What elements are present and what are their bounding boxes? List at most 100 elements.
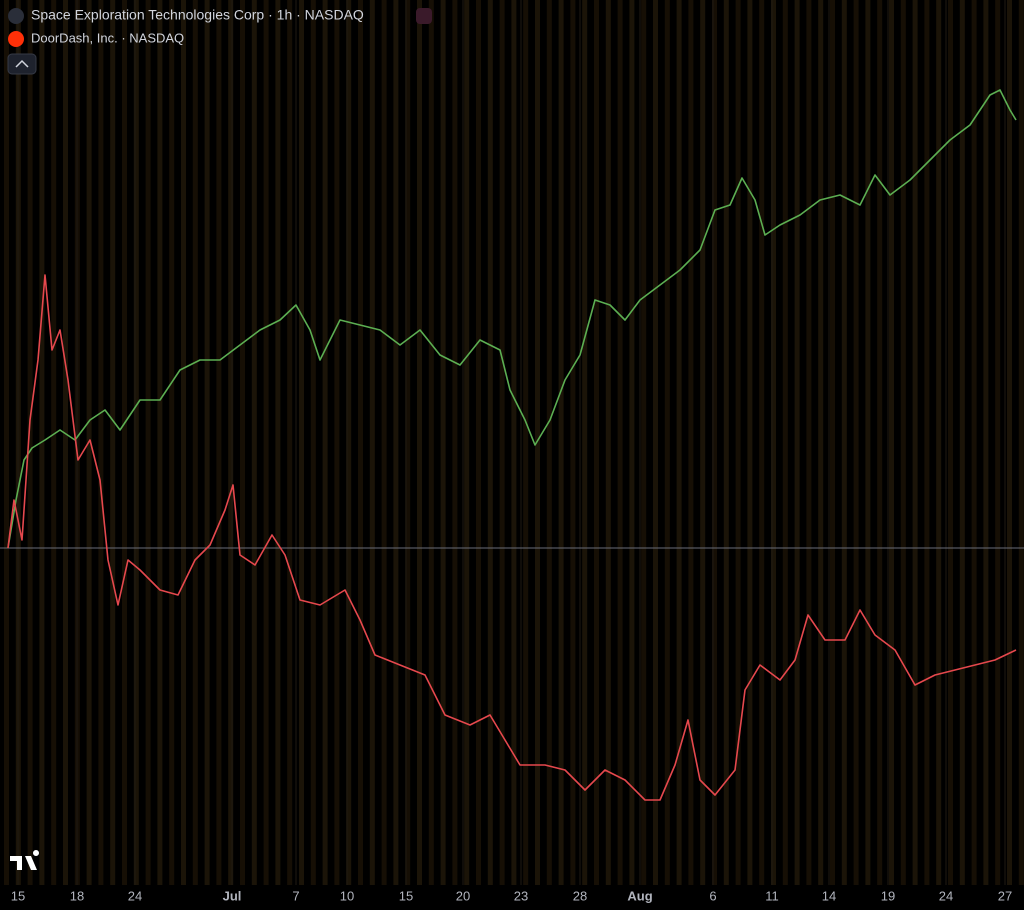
session-band: [299, 0, 304, 885]
session-band: [216, 0, 222, 885]
session-band: [983, 0, 989, 885]
legend: Space Exploration Technologies Corp · 1h…: [7, 7, 432, 75]
session-band: [759, 0, 765, 885]
x-tick-label: 27: [998, 888, 1012, 903]
session-band: [275, 0, 281, 885]
series-line: [7, 89, 1017, 549]
session-band: [27, 0, 33, 885]
session-band: [4, 0, 9, 885]
session-band: [959, 0, 965, 885]
session-band: [806, 0, 812, 885]
session-band: [511, 0, 517, 885]
session-band: [995, 0, 1001, 885]
session-band: [523, 0, 529, 885]
session-band: [818, 0, 824, 885]
session-band: [240, 0, 245, 885]
session-band: [924, 0, 930, 885]
x-tick-label: 18: [70, 888, 84, 903]
session-band: [110, 0, 116, 885]
session-band: [936, 0, 942, 885]
session-band: [782, 0, 788, 885]
session-band: [971, 0, 977, 885]
session-band: [122, 0, 127, 885]
symbol-icon: [8, 31, 24, 47]
session-band: [440, 0, 446, 885]
session-band: [700, 0, 706, 885]
session-band: [712, 0, 717, 885]
logo: [10, 850, 40, 870]
session-band: [641, 0, 647, 885]
session-band: [570, 0, 576, 885]
session-band: [535, 0, 540, 885]
session-band: [381, 0, 387, 885]
session-band: [676, 0, 682, 885]
session-band: [664, 0, 670, 885]
x-tick-label: 23: [514, 888, 528, 903]
session-band: [771, 0, 776, 885]
series-line: [7, 274, 1017, 801]
session-band: [487, 0, 493, 885]
x-tick-label: 15: [11, 888, 25, 903]
x-tick-label: 20: [456, 888, 470, 903]
session-band: [476, 0, 481, 885]
session-band: [747, 0, 753, 885]
session-band: [157, 0, 163, 885]
legend-entry: Space Exploration Technologies Corp · 1h…: [31, 7, 364, 23]
session-band: [546, 0, 552, 885]
session-band: [287, 0, 293, 885]
session-band: [499, 0, 505, 885]
x-tick-label: Aug: [627, 888, 652, 903]
session-band: [841, 0, 847, 885]
session-band: [948, 0, 953, 885]
symbol-icon: [8, 8, 24, 24]
x-tick-label: 14: [822, 888, 836, 903]
session-band: [322, 0, 328, 885]
session-band: [405, 0, 411, 885]
session-band: [617, 0, 623, 885]
collapse-icon: [15, 59, 29, 68]
session-band: [629, 0, 635, 885]
session-band: [830, 0, 835, 885]
legend-entry: DoorDash, Inc. · NASDAQ: [31, 30, 184, 45]
x-tick-label: 11: [765, 888, 779, 903]
x-tick-label: 19: [881, 888, 895, 903]
session-band: [735, 0, 741, 885]
session-band: [428, 0, 434, 885]
session-band: [417, 0, 422, 885]
session-band: [251, 0, 257, 885]
session-band: [1018, 0, 1024, 885]
x-tick-label: 28: [573, 888, 587, 903]
session-band: [605, 0, 611, 885]
session-band: [464, 0, 470, 885]
session-band: [865, 0, 871, 885]
session-band: [900, 0, 906, 885]
x-tick-label: 7: [292, 888, 299, 903]
session-band: [452, 0, 458, 885]
session-band: [204, 0, 210, 885]
session-band: [369, 0, 375, 885]
x-tick-label: 24: [939, 888, 953, 903]
session-band: [358, 0, 363, 885]
session-band: [558, 0, 564, 885]
session-band: [181, 0, 186, 885]
session-band: [334, 0, 340, 885]
session-band: [794, 0, 800, 885]
session-band: [889, 0, 894, 885]
session-band: [877, 0, 883, 885]
session-band: [594, 0, 599, 885]
x-tick-label: 10: [340, 888, 354, 903]
session-band: [169, 0, 175, 885]
x-tick-label: 15: [399, 888, 413, 903]
session-band: [1007, 0, 1012, 885]
session-band: [263, 0, 269, 885]
session-band: [688, 0, 694, 885]
x-tick-label: Jul: [223, 888, 242, 903]
x-tick-label: 24: [128, 888, 142, 903]
session-band: [133, 0, 139, 885]
session-band: [310, 0, 316, 885]
session-band: [582, 0, 588, 885]
x-tick-label: 6: [709, 888, 716, 903]
session-band: [63, 0, 68, 885]
collapse-button[interactable]: [7, 53, 37, 75]
